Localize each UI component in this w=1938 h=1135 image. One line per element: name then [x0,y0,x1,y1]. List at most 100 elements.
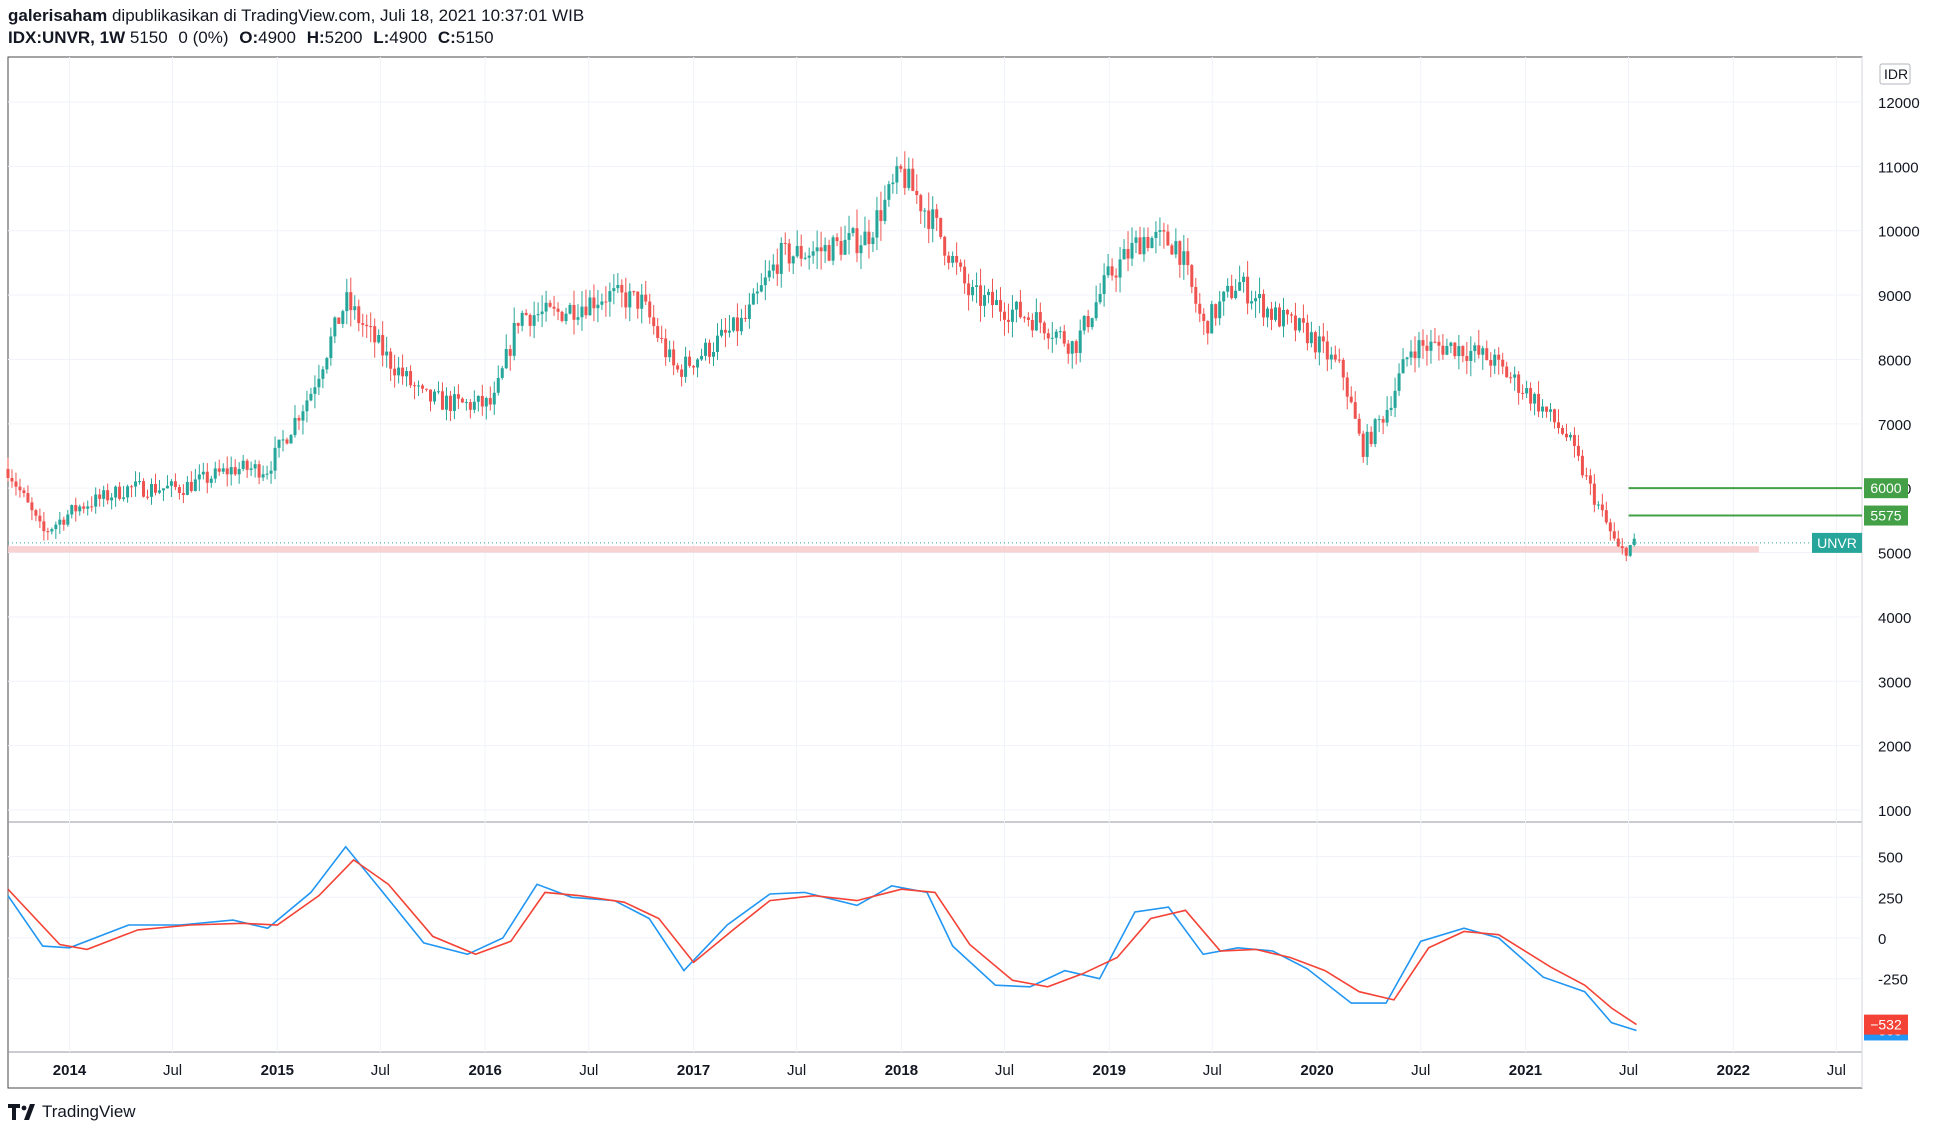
candle-body [1405,357,1409,360]
candle-body [803,257,807,259]
candle [1202,308,1206,336]
candle-body [1198,303,1202,314]
candle-body [715,335,719,352]
candle [122,485,126,502]
symbol-label[interactable]: IDX:UNVR, 1W [8,28,126,47]
candle [74,497,78,522]
candle [1549,403,1553,422]
candle [421,383,425,394]
candle-body [488,398,492,405]
candle [1572,427,1576,458]
candle [1465,341,1469,375]
candle [1401,348,1405,374]
candle [1266,306,1270,328]
candle-body [1361,433,1365,457]
candle-body [1385,409,1389,423]
candle-body [201,471,205,475]
candle [1050,321,1054,353]
candle-body [345,292,349,312]
candle [847,215,851,255]
candle [708,339,712,364]
candle [500,365,504,380]
candle [739,308,743,336]
candle-body [209,478,213,483]
candle [1584,467,1588,480]
candle-body [1186,251,1190,266]
candle-body [508,349,512,356]
candle-body [149,483,153,497]
candle-body [261,474,265,478]
candle [1182,234,1186,280]
candle [18,478,22,498]
time-tick-label: 2016 [468,1062,501,1079]
candle [1226,278,1230,298]
candle [1174,228,1178,259]
candle [1489,352,1493,378]
candle [317,364,321,395]
candle [552,295,556,316]
candle-body [293,417,297,436]
tradingview-logo[interactable]: TradingView [8,1102,136,1122]
candle [504,334,508,370]
candle-body [42,521,46,532]
candle [233,459,237,477]
candle [34,508,38,522]
candle [1624,546,1628,562]
candle-body [692,365,696,368]
candle-body [787,243,791,264]
candle [1190,263,1194,294]
candle [90,496,94,512]
candle-body [361,323,365,325]
candle [460,397,464,404]
candle [1537,381,1541,418]
candle-body [951,256,955,263]
candle [1596,501,1600,510]
candle [381,321,385,367]
candle [987,288,991,304]
candle-body [1421,340,1425,346]
candle-body [1014,301,1018,310]
candle [1014,300,1018,323]
candle [476,395,480,412]
candle-body [329,336,333,359]
candle-body [1513,374,1517,378]
low-value: 4900 [389,28,428,47]
candle-body [640,294,644,309]
candle [1194,277,1198,313]
candle [229,456,233,486]
candle-body [1337,359,1341,361]
candle [468,398,472,419]
candle-body [1134,237,1138,243]
candle [393,354,397,388]
candle [333,316,337,344]
candle [1369,426,1373,447]
candle [955,242,959,275]
candle [911,158,915,192]
candle [197,464,201,492]
candle [1158,217,1162,246]
candle [971,279,975,302]
candle [1409,340,1413,366]
candle-body [1477,345,1481,355]
author-name[interactable]: galerisaham [8,6,108,25]
candle [863,216,867,246]
candle [1357,413,1361,437]
candle-body [516,323,520,326]
candle-body [1174,241,1178,255]
candle-body [138,481,142,483]
candle-body [257,464,261,478]
candle [249,461,253,477]
candle-body [767,270,771,278]
candle-body [1190,265,1194,287]
candle-body [50,529,54,532]
candle-body [217,468,221,472]
candle-body [1592,483,1596,505]
candle-body [401,367,405,377]
publish-info: dipublikasikan di TradingView.com, Juli … [111,6,585,25]
candle [855,209,859,263]
candle-body [1596,504,1600,506]
candle-body [568,304,572,314]
candle-body [1250,301,1254,304]
candle [1493,348,1497,375]
